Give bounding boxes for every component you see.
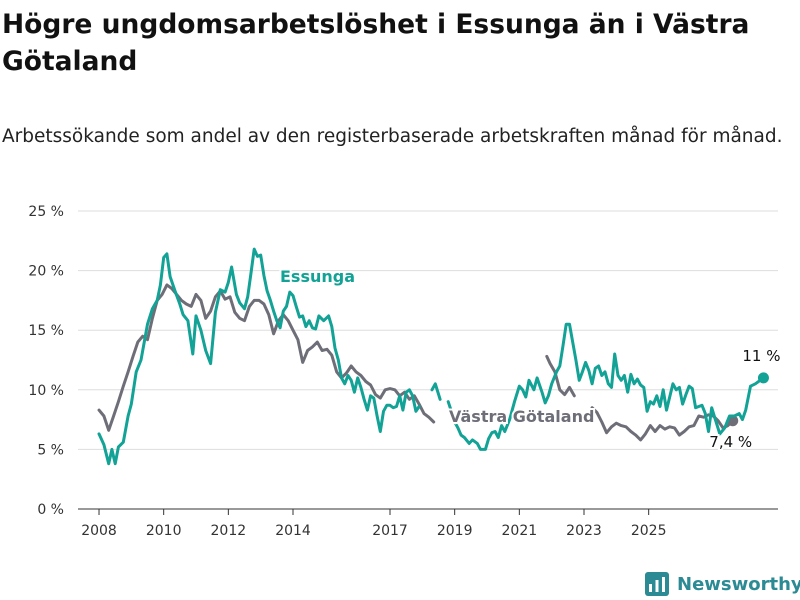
series-name-vastra-gotaland: Västra Götaland [449, 407, 594, 426]
series-name-essunga: Essunga [280, 267, 355, 286]
x-tick-label: 2023 [566, 523, 602, 539]
series-line-vastra-gotaland [97, 283, 436, 432]
y-tick-label: 5 % [37, 442, 64, 458]
y-tick-label: 25 % [28, 204, 64, 220]
y-axis: 0 % 5 % 10 % 15 % 20 % 25 % [28, 204, 64, 518]
newsworthy-logo-icon [645, 572, 669, 596]
x-tick-label: 2017 [372, 523, 408, 539]
y-tick-label: 10 % [28, 383, 64, 399]
x-tick-label: 2012 [211, 523, 247, 539]
x-tick-label: 2025 [631, 523, 667, 539]
end-point-essunga [757, 372, 769, 384]
x-tick-label: 2021 [502, 523, 538, 539]
brand-logo: Newsworthy [645, 570, 800, 598]
page-title: Högre ungdomsarbetslöshet i Essunga än i… [2, 9, 750, 77]
x-tick-label: 2008 [81, 523, 117, 539]
series-line-essunga [97, 247, 421, 466]
end-label-essunga: 11 % [742, 347, 780, 365]
series-line-vastra-gotaland [545, 354, 576, 398]
y-tick-label: 0 % [37, 502, 64, 518]
x-axis: 2008 2010 2012 2014 2017 2019 2021 2023 2025 [81, 509, 666, 539]
x-tick-label: 2019 [437, 523, 473, 539]
end-label-vastra-gotaland: 7,4 % [709, 433, 752, 451]
brand-name: Newsworthy [677, 573, 800, 595]
series-line-essunga [446, 322, 765, 451]
page-subtitle: Arbetssökande som andel av den registerb… [2, 126, 783, 147]
x-tick-label: 2010 [146, 523, 182, 539]
x-tick-label: 2014 [275, 523, 311, 539]
y-tick-label: 15 % [28, 323, 64, 339]
grid-lines [78, 210, 778, 510]
series-lines [97, 247, 769, 466]
series-line-essunga [430, 382, 442, 401]
y-tick-label: 20 % [28, 264, 64, 280]
series-labels: 11 % 7,4 % Essunga Västra Götaland [278, 265, 781, 453]
